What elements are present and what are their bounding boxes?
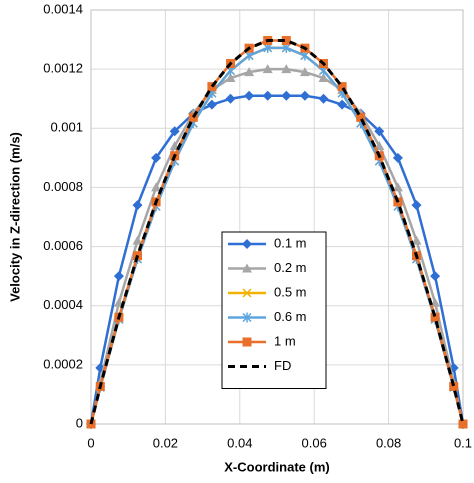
marker <box>458 419 468 429</box>
marker <box>225 73 236 83</box>
marker <box>151 152 162 163</box>
marker <box>299 90 310 101</box>
marker <box>244 67 255 77</box>
marker <box>392 152 403 163</box>
marker <box>411 200 422 211</box>
marker <box>242 263 252 273</box>
y-tick-label: 0.0002 <box>43 356 83 371</box>
plot-frame <box>90 9 464 425</box>
marker <box>242 312 252 323</box>
marker <box>430 271 441 282</box>
x-tick-label: 0 <box>87 435 94 450</box>
marker <box>299 67 310 77</box>
marker <box>262 90 273 101</box>
marker <box>151 182 162 192</box>
y-tick-label: 0.0004 <box>43 297 83 312</box>
y-tick-label: 0.0008 <box>43 179 83 194</box>
marker <box>225 93 236 104</box>
marker <box>356 112 366 122</box>
marker <box>430 312 440 322</box>
marker <box>318 93 329 104</box>
series-line <box>89 67 465 425</box>
marker <box>281 90 292 101</box>
legend-label: 0.6 m <box>274 309 307 324</box>
y-tick-label: 0.0014 <box>43 1 83 16</box>
marker <box>113 271 124 282</box>
legend-box <box>221 231 327 389</box>
marker <box>318 73 329 83</box>
marker <box>242 337 252 347</box>
marker <box>337 82 347 92</box>
x-tick-label: 0.1 <box>454 435 472 450</box>
y-axis-title: Velocity in Z-direction (m/s) <box>7 132 22 302</box>
y-tick-label: 0.0006 <box>43 238 83 253</box>
legend-label: 1 m <box>274 333 296 348</box>
legend-label: 0.2 m <box>274 260 307 275</box>
x-tick-label: 0.02 <box>153 435 178 450</box>
x-axis-title: X-Coordinate (m) <box>224 459 329 474</box>
marker <box>392 182 403 192</box>
x-tick-label: 0.08 <box>376 435 401 450</box>
marker <box>206 99 217 110</box>
marker <box>411 235 422 245</box>
marker <box>244 90 255 101</box>
marker <box>188 112 198 122</box>
marker <box>207 82 217 92</box>
legend-label: FD <box>274 358 291 373</box>
y-tick-label: 0 <box>76 415 83 430</box>
marker <box>262 64 273 74</box>
marker <box>449 381 459 391</box>
y-tick-label: 0.001 <box>50 120 83 135</box>
marker <box>337 99 348 110</box>
marker <box>132 235 143 245</box>
marker <box>281 35 291 45</box>
marker <box>169 126 180 137</box>
marker <box>374 126 385 137</box>
marker <box>242 288 252 298</box>
legend-label: 0.5 m <box>274 284 307 299</box>
x-tick-label: 0.04 <box>227 435 252 450</box>
y-tick-label: 0.0012 <box>43 61 83 76</box>
marker <box>242 239 252 249</box>
marker <box>132 200 143 211</box>
marker <box>281 64 292 74</box>
x-tick-label: 0.06 <box>302 435 327 450</box>
series-line <box>89 39 465 425</box>
legend-label: 0.1 m <box>274 235 307 250</box>
series-line <box>89 94 465 425</box>
